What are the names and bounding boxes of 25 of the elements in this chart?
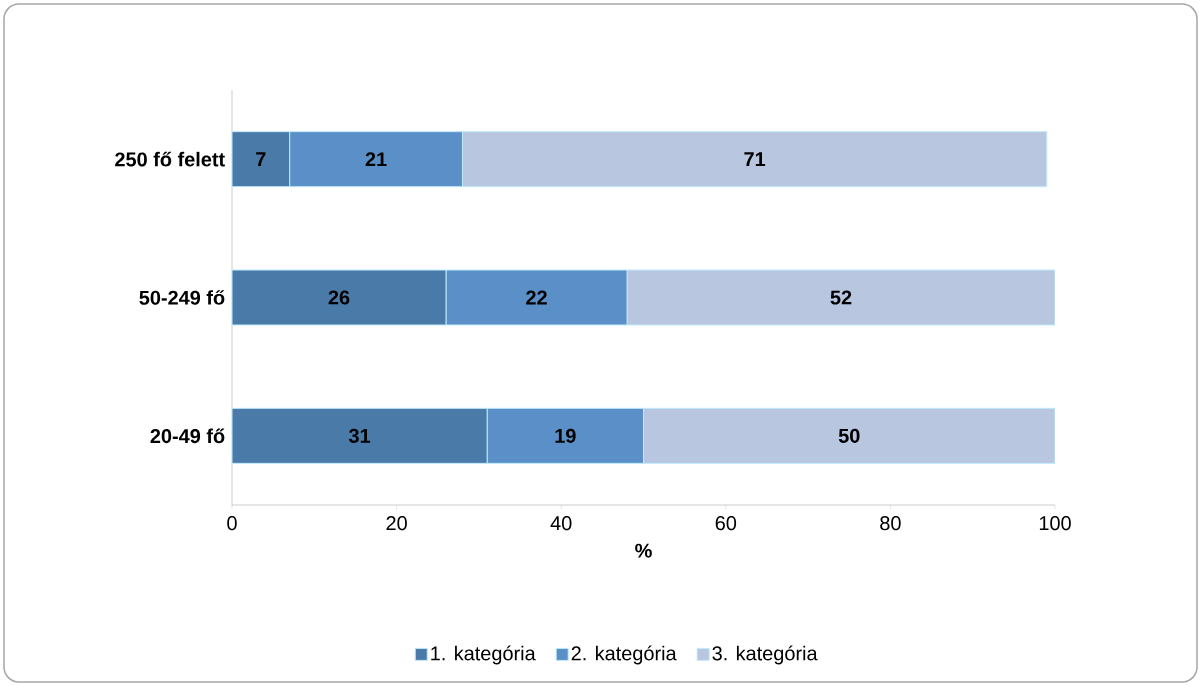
x-tick-label: 80 <box>880 516 901 531</box>
bar <box>461 131 1048 188</box>
data-label: 21 <box>365 152 387 167</box>
legend-label: 1. kategória <box>431 645 536 665</box>
x-tick-label: 40 <box>550 516 572 531</box>
data-label: 7 <box>256 152 266 167</box>
data-label: 50 <box>838 428 860 443</box>
bar <box>626 269 1056 326</box>
bar <box>643 407 1056 464</box>
y-tick-label: 250 fő felett <box>115 151 225 167</box>
x-tick-label: 60 <box>715 516 737 531</box>
data-label: 31 <box>348 428 371 443</box>
x-tick-label: 0 <box>227 516 237 531</box>
data-label: 22 <box>526 290 547 305</box>
legend-label: 3. kategória <box>712 645 818 665</box>
x-tick-label: 20 <box>386 516 407 531</box>
y-tick-label: 50-249 fő <box>139 290 225 305</box>
y-tick-label: 20-49 fő <box>150 428 225 444</box>
x-axis-title: % <box>635 543 652 558</box>
data-label: 71 <box>744 152 766 167</box>
data-label: 26 <box>328 290 350 305</box>
legend-label: 2. kategória <box>571 645 677 665</box>
data-label: 52 <box>830 290 852 305</box>
data-label: 19 <box>555 428 576 443</box>
x-tick-label: 100 <box>1039 516 1071 531</box>
